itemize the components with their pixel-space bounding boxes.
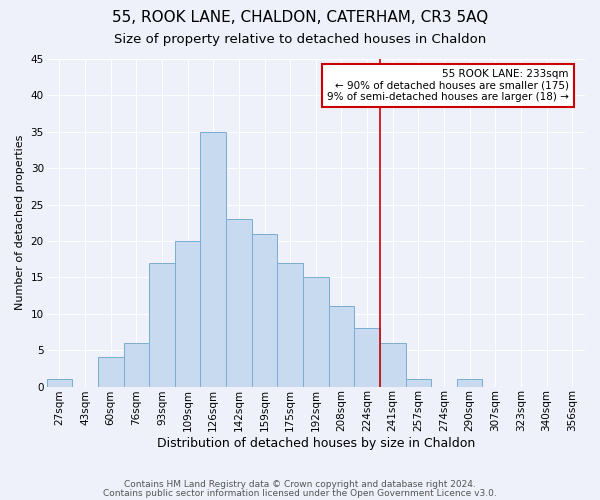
Bar [457,380,482,386]
Y-axis label: Number of detached properties: Number of detached properties [15,135,25,310]
Bar [226,219,251,386]
Bar [175,241,200,386]
Bar [149,263,175,386]
Bar [98,358,124,386]
Bar [200,132,226,386]
Text: 55, ROOK LANE, CHALDON, CATERHAM, CR3 5AQ: 55, ROOK LANE, CHALDON, CATERHAM, CR3 5A… [112,10,488,25]
Bar [303,278,329,386]
Bar [406,380,431,386]
Bar [124,343,149,386]
X-axis label: Distribution of detached houses by size in Chaldon: Distribution of detached houses by size … [157,437,475,450]
Bar [354,328,380,386]
Bar [277,263,303,386]
Bar [251,234,277,386]
Bar [380,343,406,386]
Text: Contains public sector information licensed under the Open Government Licence v3: Contains public sector information licen… [103,489,497,498]
Text: Size of property relative to detached houses in Chaldon: Size of property relative to detached ho… [114,32,486,46]
Bar [47,380,72,386]
Text: 55 ROOK LANE: 233sqm
← 90% of detached houses are smaller (175)
9% of semi-detac: 55 ROOK LANE: 233sqm ← 90% of detached h… [327,69,569,102]
Text: Contains HM Land Registry data © Crown copyright and database right 2024.: Contains HM Land Registry data © Crown c… [124,480,476,489]
Bar [329,306,354,386]
